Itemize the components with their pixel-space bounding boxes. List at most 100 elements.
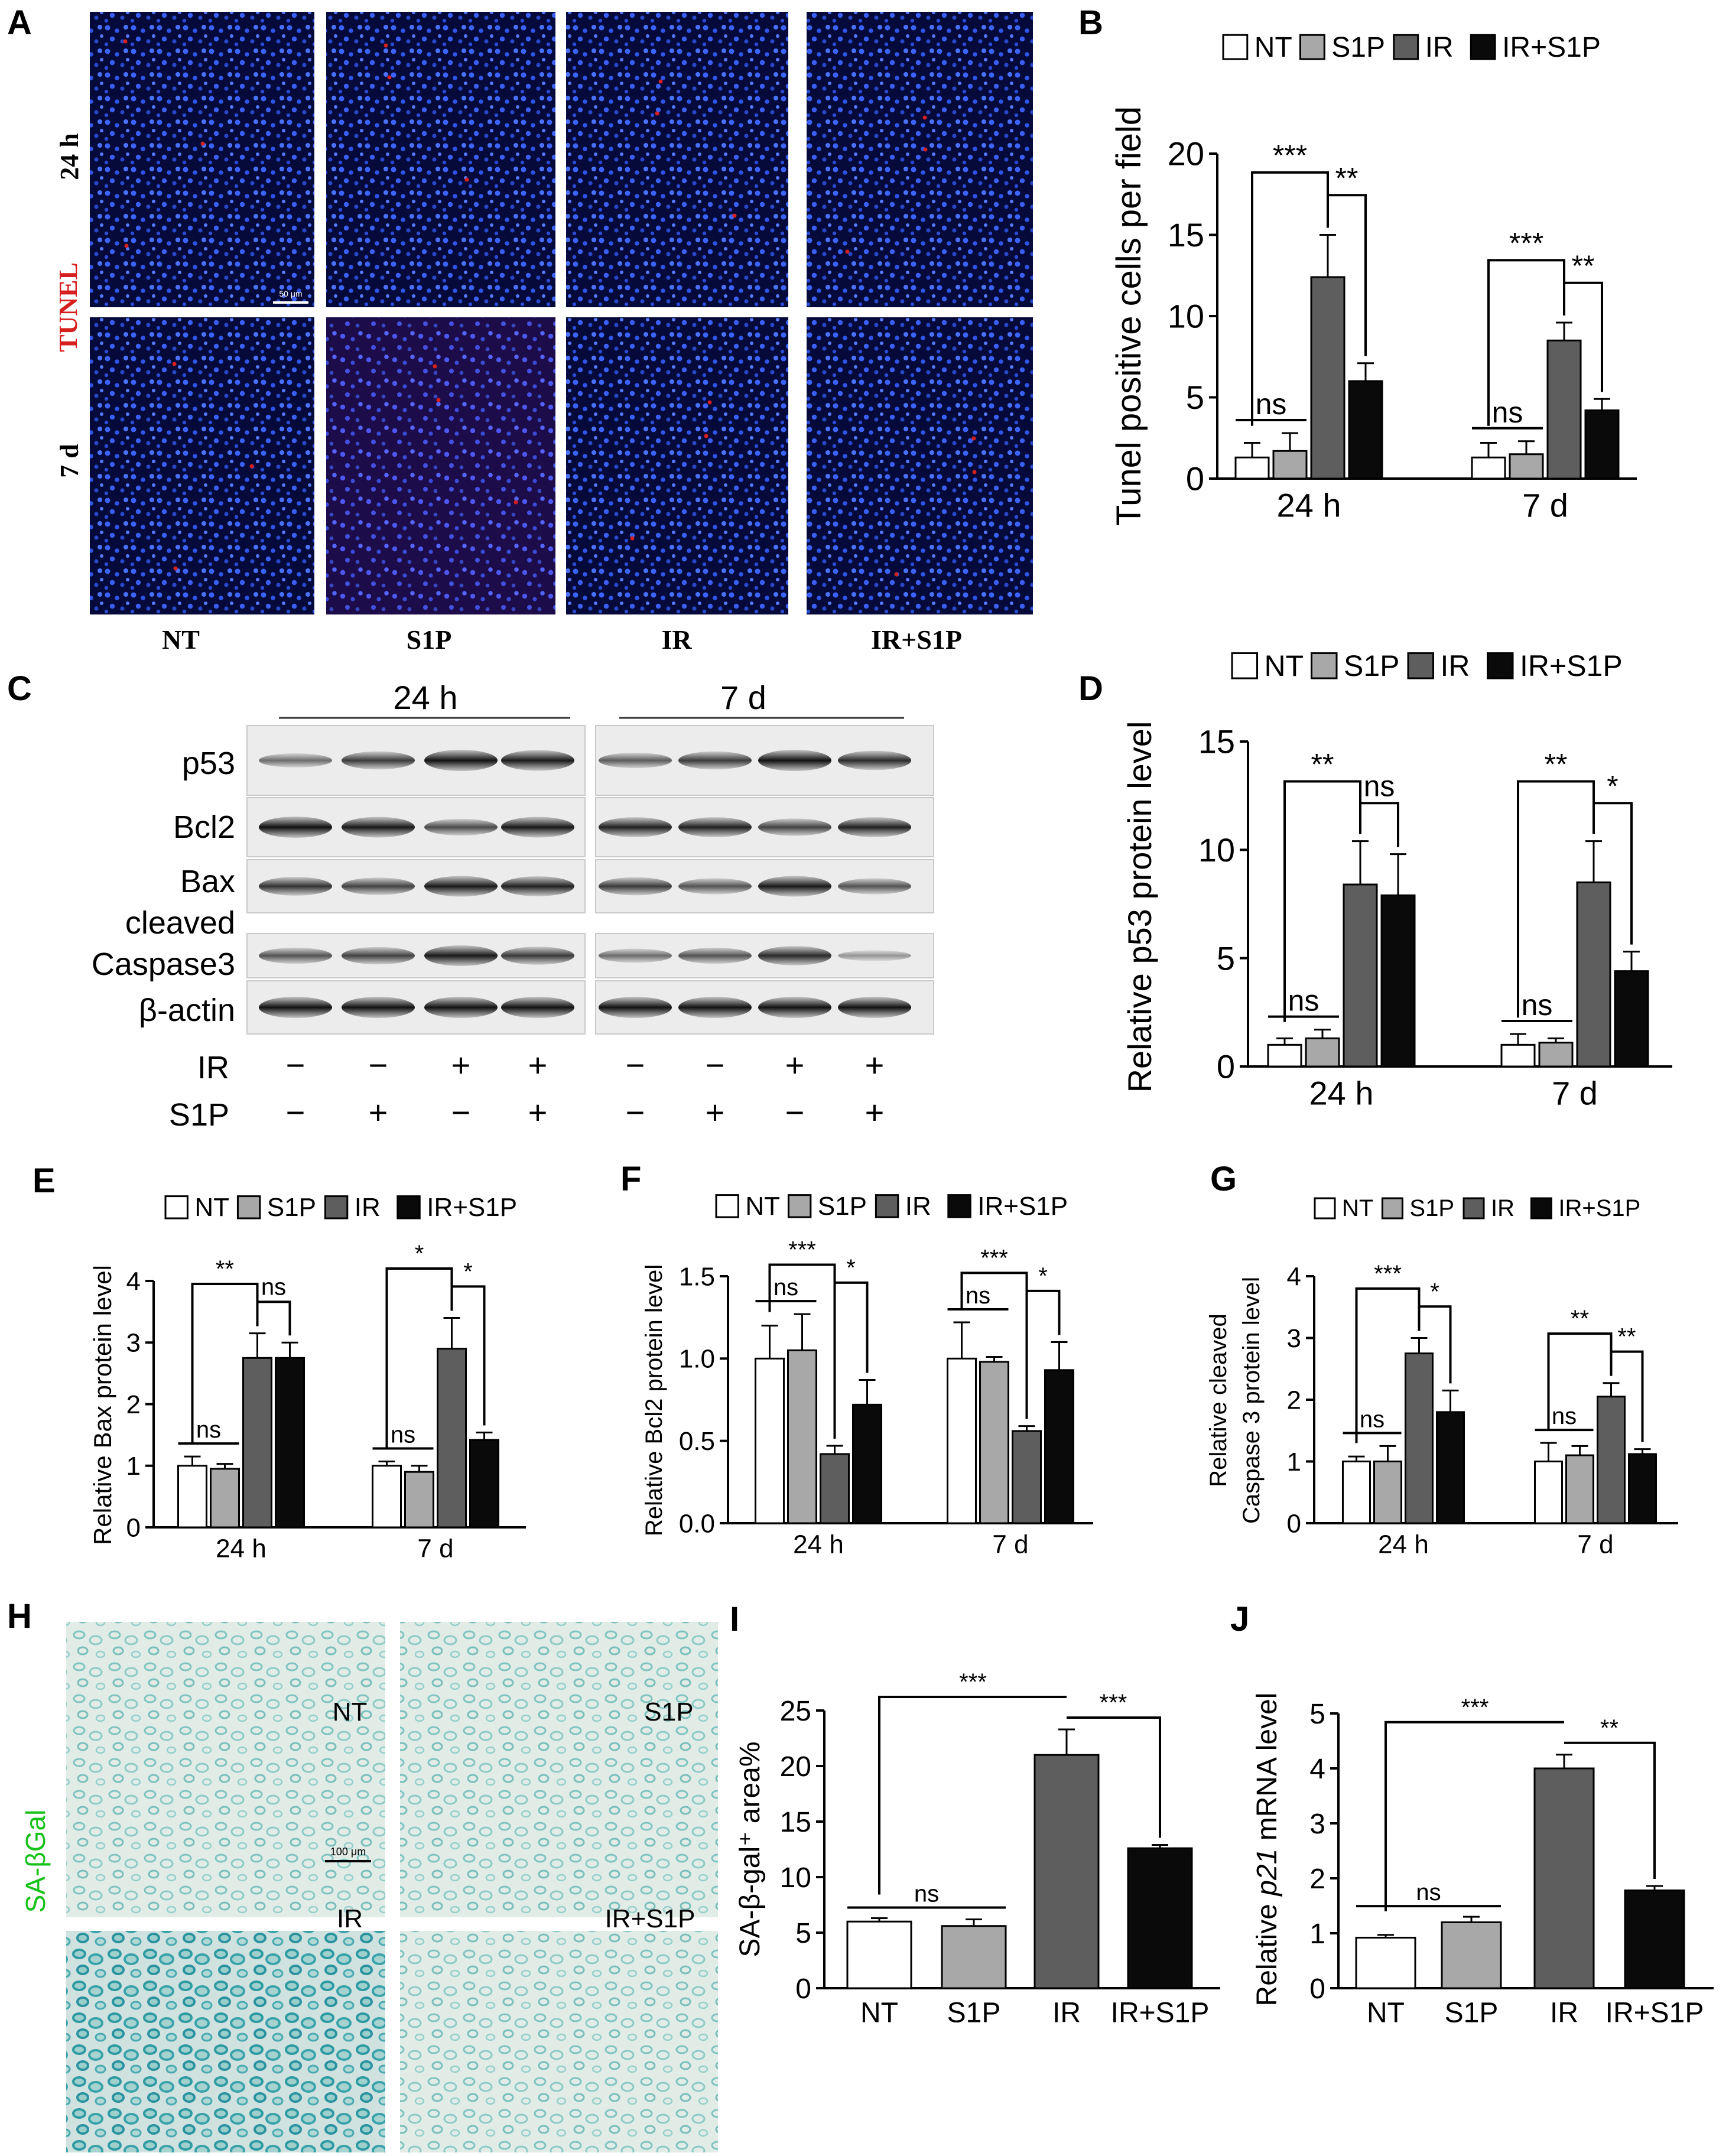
legend-swatch xyxy=(1381,1197,1403,1220)
legend-label: S1P xyxy=(1409,1195,1454,1221)
sa-tile-label-ir: IR xyxy=(337,1904,363,1933)
bar xyxy=(1565,1454,1594,1524)
sig-label: ns xyxy=(1416,1879,1441,1905)
treat-label-s1p: S1P xyxy=(169,1097,229,1133)
bar xyxy=(1509,453,1544,480)
treatment-sign: + xyxy=(785,1046,805,1084)
bar xyxy=(941,1925,1007,1989)
blot-band xyxy=(758,946,831,965)
legend-swatch xyxy=(1299,34,1325,60)
legend-label: IR xyxy=(905,1192,931,1221)
chart-b: B Tunel positive cells per field 0 5 10 15 20 N… xyxy=(1078,4,1637,526)
tunel-image-24h-ir-s1p xyxy=(807,12,1033,307)
sig-label: *** xyxy=(959,1669,987,1695)
y-tick-label: 1 xyxy=(1309,1918,1325,1950)
bar xyxy=(242,1357,272,1529)
legend-label: IR xyxy=(355,1193,381,1222)
y-tick-label: 4 xyxy=(1309,1754,1325,1785)
sig-label: *** xyxy=(980,1245,1008,1271)
chart-g: G Relative cleaved Caspase 3 protein level… xyxy=(1205,1160,1678,1559)
sig-bracket xyxy=(1360,802,1399,847)
legend-label: S1P xyxy=(267,1193,316,1222)
blot-band xyxy=(838,950,911,961)
x-tick-label: 7 d xyxy=(992,1530,1028,1559)
x-tick-label: 24 h xyxy=(1309,1074,1374,1111)
tunel-positive-dot xyxy=(384,43,388,48)
legend-swatch xyxy=(324,1195,349,1220)
sig-label: *** xyxy=(1509,226,1543,259)
panel-letter-d: D xyxy=(1078,669,1103,708)
sig-label: ns xyxy=(1364,769,1395,802)
col-label-s1p: S1P xyxy=(407,625,452,655)
x-tick-label: 24 h xyxy=(1378,1530,1429,1559)
col-label-nt: NT xyxy=(162,625,200,655)
treatment-sign: − xyxy=(626,1046,645,1084)
legend-label: IR xyxy=(1425,32,1454,63)
bar xyxy=(1267,1043,1302,1068)
sig-bracket xyxy=(1611,1350,1644,1442)
treatment-sign: − xyxy=(369,1046,388,1084)
panel-letter-b: B xyxy=(1078,4,1103,42)
legend-swatch xyxy=(1530,1197,1552,1220)
legend-label: S1P xyxy=(1344,649,1400,682)
blot-band xyxy=(838,817,911,837)
bar xyxy=(1624,1889,1685,1989)
bar xyxy=(1441,1921,1502,1989)
bar xyxy=(947,1357,977,1524)
y-tick-label: 1.0 xyxy=(679,1345,715,1374)
sig-label: ns xyxy=(1522,988,1553,1022)
blot-time-7d: 7 d xyxy=(720,679,766,716)
sa-tile-label-ir-s1p: IR+S1P xyxy=(605,1904,696,1933)
panel-c-western-blot: C 24 h 7 d p53 Bcl2 Bax cleaved Caspase3… xyxy=(7,669,934,1133)
sig-bracket xyxy=(1487,259,1565,426)
tunel-positive-dot xyxy=(123,39,128,44)
blot-band xyxy=(259,947,332,964)
panel-letter-h: H xyxy=(7,1597,32,1635)
sig-label: ** xyxy=(1311,747,1334,781)
sig-bracket xyxy=(1517,780,1595,1018)
y-tick-label: 5 xyxy=(795,1918,811,1949)
y-tick-label: 15 xyxy=(780,1807,811,1838)
tunel-image-7d-ir-s1p xyxy=(807,317,1033,614)
panel-letter-f: F xyxy=(620,1160,641,1198)
sig-bracket xyxy=(1564,281,1603,392)
sig-label: *** xyxy=(1461,1695,1489,1721)
sig-label: ns xyxy=(261,1274,286,1300)
x-tick-label: IR xyxy=(1550,1998,1578,2029)
sig-label: ns xyxy=(1360,1406,1384,1432)
row-label-7d: 7 d xyxy=(55,444,84,477)
sig-label: ** xyxy=(1545,747,1568,781)
legend-label: S1P xyxy=(818,1192,867,1221)
blot-band xyxy=(424,876,498,897)
sa-image-grid xyxy=(66,1622,718,2152)
bar xyxy=(1576,881,1611,1068)
x-tick-label: 7 d xyxy=(417,1534,453,1563)
blot-band xyxy=(838,750,911,770)
x-tick-label: 7 d xyxy=(1577,1530,1613,1559)
blot-band xyxy=(259,817,332,838)
sig-bracket xyxy=(451,1285,486,1426)
x-tick-label: 24 h xyxy=(216,1534,266,1563)
sa-image-tile xyxy=(400,1622,718,1917)
y-tick-label: 10 xyxy=(780,1862,811,1894)
sig-label: * xyxy=(846,1255,856,1281)
blot-band xyxy=(501,876,574,896)
sa-image-tile xyxy=(66,1622,385,1917)
legend-label: IR+S1P xyxy=(427,1193,517,1222)
sig-bracket xyxy=(385,1267,453,1448)
legend-swatch xyxy=(1462,1197,1485,1220)
blot-band xyxy=(758,997,831,1018)
blot-band xyxy=(501,750,574,771)
x-tick-label: 24 h xyxy=(1277,486,1341,523)
legend-label: IR+S1P xyxy=(1558,1195,1640,1221)
sig-label: ns xyxy=(774,1274,798,1300)
y-tick-label: 3 xyxy=(1309,1809,1325,1840)
sig-label: * xyxy=(1607,769,1618,802)
y-tick-label: 0 xyxy=(1217,1048,1235,1085)
y-tick-label: 2 xyxy=(1309,1864,1325,1895)
sig-label: ** xyxy=(1617,1324,1636,1350)
y-axis-label: SA-β-gal⁺ area% xyxy=(734,1741,766,1957)
bar xyxy=(1380,894,1416,1068)
sig-label: ns xyxy=(1492,396,1523,429)
y-tick-label: 10 xyxy=(1168,298,1204,335)
